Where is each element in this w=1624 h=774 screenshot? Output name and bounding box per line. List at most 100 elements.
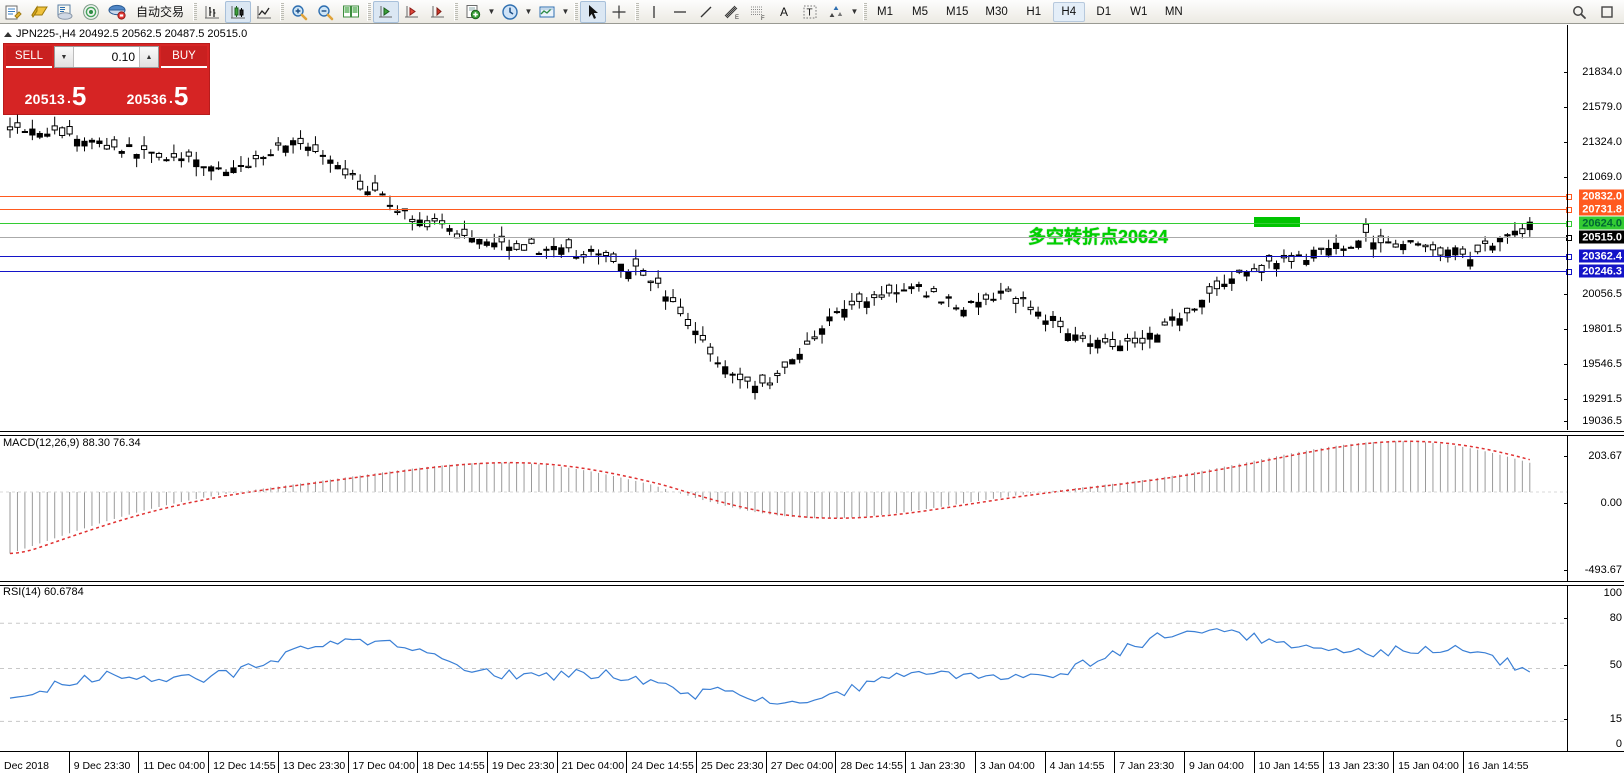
time-axis-tick [1253,751,1255,773]
zoom-in-icon[interactable] [286,1,312,23]
axis-tick-label: 20056.5 [1582,288,1622,300]
macd-pane[interactable] [0,437,1568,579]
cursor-icon[interactable] [580,0,607,23]
volume-stepper[interactable]: ▼ 0.10 ▲ [54,46,159,68]
search-icon[interactable] [1566,1,1592,23]
axis-tick-label: 0 [1615,738,1622,750]
price-level-line-pivot-green[interactable] [0,220,1572,227]
axis-tick-label: 19036.5 [1582,415,1622,427]
chart-canvas[interactable]: JPN225-,H4 20492.5 20562.5 20487.5 20515… [0,25,1624,774]
volume-input[interactable]: 0.10 [111,50,135,64]
line-chart-icon[interactable] [251,1,277,23]
macd-label: MACD(12,26,9) 88.30 76.34 [3,437,141,449]
trendline-icon[interactable] [693,1,719,23]
templates-dropdown-caret-icon[interactable]: ▼ [561,7,570,16]
timeframe-m15[interactable]: M15 [946,5,969,18]
time-axis[interactable]: Dec 2018 9 Dec 23:30 11 Dec 04:00 12 Dec 14… [0,751,1568,774]
time-axis-tick [835,751,837,773]
time-axis-tick [1462,751,1464,773]
time-axis-label: 12 Dec 14:55 [213,760,276,772]
autotrading-button[interactable]: 自动交易 [136,5,185,19]
add-indicator-icon[interactable] [460,1,486,23]
one-click-trading-panel[interactable]: SELL ▼ 0.10 ▲ BUY 20513 . 5 20536 . 5 [3,43,210,115]
candlestick-chart-icon[interactable] [225,0,252,23]
time-axis-tick [1323,751,1325,773]
axis-tick-label: 80 [1609,612,1622,624]
macd-pane-divider-2 [0,435,1624,436]
axis-tick [1564,72,1568,73]
rsi-axis: 100 80 50 15 0 [1564,586,1624,751]
new-order-icon[interactable] [0,1,26,23]
price-level-line-resistance-2[interactable] [0,206,1572,213]
timeframe-w1[interactable]: W1 [1130,5,1148,18]
chart-shift-icon[interactable] [399,1,425,23]
text-label-icon[interactable]: T [797,1,823,23]
data-folder-icon[interactable] [26,1,52,23]
price-level-handle[interactable] [1566,220,1572,227]
sell-button[interactable]: SELL [6,46,52,68]
time-axis-label: 13 Jan 23:30 [1328,760,1390,772]
sell-price[interactable]: 20513 . 5 [6,70,105,110]
time-axis-tick [974,751,976,773]
timeframe-h4[interactable]: H4 [1052,1,1085,22]
time-axis-tick [765,751,767,773]
time-axis-label: 10 Jan 14:55 [1258,760,1320,772]
price-level-line-support-2[interactable] [0,268,1572,275]
axis-tick [1564,618,1568,619]
timeframe-d1[interactable]: D1 [1096,5,1112,18]
fibonacci-retracement-icon[interactable]: F [745,1,771,23]
toolbar-separator [190,2,199,22]
timeframe-h1[interactable]: H1 [1026,5,1042,18]
chart-annotation-text: 多空转折点20624 [1028,227,1169,247]
price-level-line-support-1[interactable] [0,253,1572,260]
macd-pane-divider [0,431,1624,432]
rsi-pane[interactable] [0,586,1568,751]
timeframe-m30[interactable]: M30 [985,5,1008,18]
equidistant-channel-icon[interactable]: E [719,1,745,23]
price-level-handle[interactable] [1566,206,1572,213]
time-axis-label: 4 Jan 14:55 [1049,760,1105,772]
chart-autoscroll-icon[interactable] [425,1,451,23]
price-level-line-resistance-1[interactable] [0,193,1572,200]
timeframe-m1[interactable]: M1 [877,5,893,18]
buy-button[interactable]: BUY [161,46,207,68]
axis-tick-label: 203.67 [1588,450,1622,462]
time-axis-label: 15 Jan 04:00 [1398,760,1459,772]
macd-axis: 203.67 0.00 -493.67 [1564,436,1624,581]
bar-chart-icon[interactable] [199,1,225,23]
zoom-out-icon[interactable] [312,1,338,23]
price-level-label-resistance-1: 20832.0 [1579,189,1624,203]
arrows-icon[interactable] [823,1,849,23]
time-axis-label: 16 Jan 14:55 [1467,760,1529,772]
arrows-dropdown-caret-icon[interactable]: ▼ [850,7,859,16]
scroll-to-end-icon[interactable] [373,0,400,23]
indicator-dropdown-caret-icon[interactable]: ▼ [487,7,496,16]
vertical-line-icon[interactable] [641,1,667,23]
horizontal-line-icon[interactable] [667,1,693,23]
collapse-triangle-icon[interactable] [4,31,12,37]
period-dropdown-caret-icon[interactable]: ▼ [524,7,533,16]
price-level-handle[interactable] [1566,268,1572,275]
timeframe-mn[interactable]: MN [1164,5,1183,18]
time-axis-label: 3 Jan 04:00 [979,760,1035,772]
news-icon[interactable] [52,1,78,23]
text-icon[interactable]: A [780,4,789,19]
price-level-handle[interactable] [1566,253,1572,260]
buy-price[interactable]: 20536 . 5 [108,70,207,110]
buy-price-separator: . [169,90,173,106]
signals-icon[interactable] [78,1,104,23]
maximize-icon[interactable] [1594,1,1620,23]
time-axis-label: 25 Dec 23:30 [701,760,764,772]
price-axis[interactable]: 21834.0 21579.0 21324.0 21069.0 20056.5 19801… [1564,25,1624,430]
axis-tick [1564,107,1568,108]
period-icon[interactable] [497,1,523,23]
price-pane[interactable] [0,25,1568,430]
templates-icon[interactable] [534,1,560,23]
volume-dropdown-icon[interactable]: ▼ [55,47,74,67]
tile-windows-icon[interactable] [338,1,364,23]
market-icon[interactable] [104,1,130,23]
price-level-handle[interactable] [1566,193,1572,200]
volume-increment-icon[interactable]: ▲ [139,47,158,67]
timeframe-m5[interactable]: M5 [912,5,928,18]
crosshair-icon[interactable] [606,1,632,23]
